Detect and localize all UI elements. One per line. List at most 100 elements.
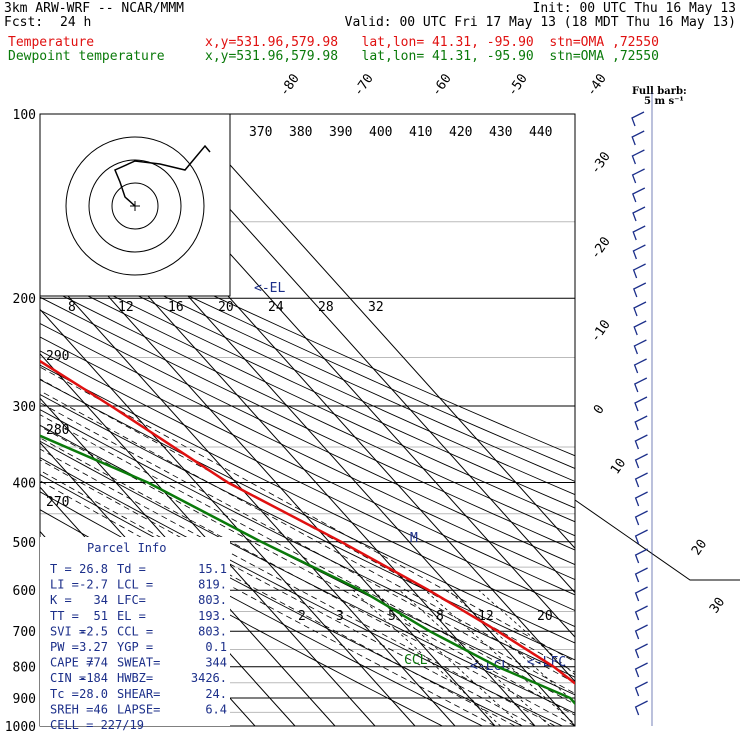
moist-adiabat--5 (40, 469, 516, 726)
parcel-row-label-b: YGP = (117, 640, 153, 654)
isotherm-label-3: -50 (505, 71, 531, 99)
hodograph-ring-30 (65, 136, 205, 276)
isotherm-40 (143, 114, 575, 594)
wind-barb-25 (634, 586, 648, 602)
wind-barb-31 (634, 700, 648, 716)
isotherm-label-2: -60 (429, 71, 455, 99)
lcl-annotation: <-LCL (470, 659, 509, 674)
dry-adiabat-280 (40, 457, 563, 726)
wind-barb-28 (634, 643, 648, 659)
parcel-row-value-a: 3.27 (79, 640, 108, 654)
parcel-row-label-a: PW = (50, 640, 79, 654)
pressure-label-200: 200 (13, 292, 36, 307)
theta-label-390: 390 (329, 125, 352, 140)
wind-barb-26 (634, 605, 648, 621)
mixing-ratio-line-12 (447, 589, 575, 704)
dry-adiabat-340 (40, 364, 575, 628)
dewpoint-trace (40, 434, 575, 706)
mixing-ratio-label-5: 5 (388, 609, 396, 624)
parcel-row-label-b: HWBZ= (117, 671, 153, 685)
isotherm--20 (40, 264, 456, 726)
isotherm--10 (40, 219, 496, 726)
full-barb-label: Full barb: (632, 86, 687, 97)
full-barb-value: 5 m s⁻¹ (644, 96, 684, 107)
wind-barb-23 (634, 548, 648, 564)
parcel-row-label-b: Td = (117, 562, 146, 576)
parcel-row-label-b: LFC= (117, 593, 146, 607)
moist-adiabat-40 (40, 366, 575, 663)
theta-label-430: 430 (489, 125, 512, 140)
parcel-row-value-a: 26.8 (79, 562, 108, 576)
wind-barb-3 (631, 168, 645, 184)
moist-adiabat-30 (40, 390, 575, 684)
wind-barb-14 (633, 377, 648, 393)
hodograph-ring-20 (88, 159, 182, 253)
parcel-row-value-b: 803. (198, 593, 227, 607)
parcel-row-label-b: SWEAT= (117, 656, 160, 670)
parcel-row-value-b: 15.1 (198, 562, 227, 576)
wind-ring-label-16: 16 (168, 300, 184, 315)
dry-adiabat-430 (40, 247, 575, 496)
plot-frame (39, 113, 576, 727)
temperature-location: x,y=531.96,579.98 lat,lon= 41.31, -95.90… (205, 35, 659, 50)
wind-barb-27 (634, 624, 648, 640)
theta-label-380: 380 (289, 125, 312, 140)
wind-ring-label-24: 24 (268, 300, 284, 315)
dry-adiabat-390 (40, 296, 575, 551)
wind-barb-29 (634, 662, 648, 678)
wind-barb-1 (631, 130, 645, 146)
wind-barb-13 (633, 358, 647, 374)
pressure-label-400: 400 (13, 476, 36, 491)
dry-adiabat-400 (40, 283, 575, 537)
dry-adiabat-460 (40, 212, 575, 457)
mixing-ratio-label-8: 8 (436, 609, 444, 624)
wind-barb-10 (633, 301, 647, 317)
wind-barb-20 (634, 491, 648, 507)
parcel-row-value-a: 34 (94, 593, 108, 607)
parcel-cell: CELL = 227/19 (50, 718, 144, 732)
valid-time: Valid: 00 UTC Fri 17 May 13 (18 MDT Thu … (344, 15, 736, 30)
moist-adiabat-25 (40, 402, 575, 694)
parcel-row-value-a: -2.5 (79, 624, 108, 638)
parcel-info-panel (40, 537, 230, 726)
wind-barb-22 (634, 529, 648, 545)
wind-barb-8 (632, 263, 646, 279)
dry-adiabat-290 (40, 440, 575, 714)
moist-adiabat-15 (40, 425, 575, 716)
parcel-row-value-a: 774 (86, 656, 108, 670)
pressure-label-1000: 1000 (5, 720, 36, 735)
theta-label-410: 410 (409, 125, 432, 140)
dry-adiabat-420 (40, 259, 575, 509)
dry-adiabat-380 (40, 309, 575, 566)
wind-ring-label-20: 20 (218, 300, 234, 315)
pressure-label-500: 500 (13, 536, 36, 551)
dry-adiabat-360 (40, 336, 575, 596)
dry-adiabat-350 (40, 350, 575, 612)
moist-adiabat--10 (40, 480, 496, 726)
temperature-trace (40, 359, 575, 685)
isotherm-label-6: -20 (588, 234, 614, 262)
parcel-row-label-a: Tc = (50, 687, 79, 701)
wind-ring-label-8: 8 (68, 300, 76, 315)
moist-adiabat-20 (40, 414, 575, 705)
parcel-row-value-b: 0.1 (205, 640, 227, 654)
hodograph-ring-10 (111, 182, 159, 230)
theta-label-370: 370 (249, 125, 272, 140)
parcel-row-label-a: TT = (50, 609, 79, 623)
theta-label-420: 420 (449, 125, 472, 140)
isotherm-label-10: 20 (689, 537, 710, 558)
wind-barb-7 (632, 244, 646, 260)
parcel-row-value-a: 28.0 (79, 687, 108, 701)
parcel-row-value-b: 193. (198, 609, 227, 623)
forecast-hour: 24 h (60, 15, 92, 30)
parcel-row-value-b: 803. (198, 624, 227, 638)
wind-ring-label-28: 28 (318, 300, 334, 315)
temperature-legend: Temperature (8, 35, 95, 50)
dry-adiabat-440 (40, 235, 575, 482)
wind-barb-21 (634, 510, 648, 526)
parcel-row-label-a: LI = (50, 578, 79, 592)
wind-barb-5 (632, 206, 646, 222)
dry-adiabat-410 (40, 271, 575, 523)
theta-side-label-290: 290 (46, 349, 69, 364)
